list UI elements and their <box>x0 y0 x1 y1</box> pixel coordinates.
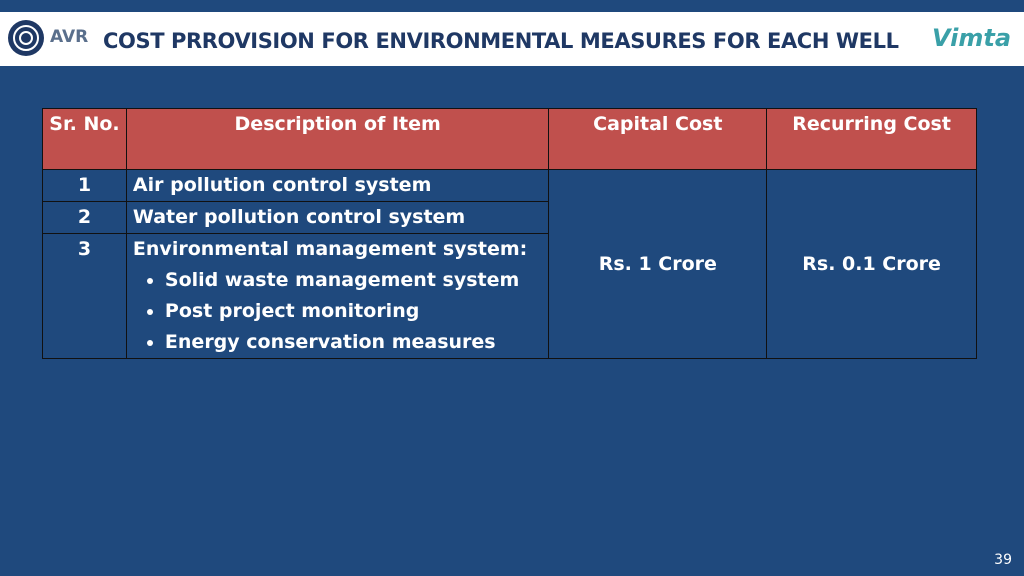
description: Water pollution control system <box>125 201 550 234</box>
description: Environmental management system: <box>132 238 528 260</box>
sr-no: 2 <box>42 201 127 234</box>
column-header: Description of Item <box>125 108 550 170</box>
column-header: Capital Cost <box>548 108 768 170</box>
logo-left: AVR <box>50 27 89 47</box>
description-cell: Environmental management system: Solid w… <box>125 233 550 359</box>
bullet: Post project monitoring <box>165 296 543 327</box>
bullet: Energy conservation measures <box>165 327 543 358</box>
sr-no: 3 <box>42 233 127 359</box>
recurring-cost: Rs. 0.1 Crore <box>766 169 977 359</box>
sr-no: 1 <box>42 169 127 202</box>
bullet: Solid waste management system <box>165 265 543 296</box>
logo-icon <box>8 20 44 56</box>
capital-cost: Rs. 1 Crore <box>548 169 768 359</box>
column-header: Recurring Cost <box>766 108 977 170</box>
page-number: 39 <box>994 552 1012 568</box>
header: AVR COST PRROVISION FOR ENVIRONMENTAL ME… <box>0 12 1024 66</box>
title: COST PRROVISION FOR ENVIRONMENTAL MEASUR… <box>103 29 899 53</box>
logo-right: Vimta <box>932 24 1012 52</box>
bullet-list: Solid waste management system Post proje… <box>133 265 543 358</box>
cost-table: Sr. No. Description of Item Capital Cost… <box>42 108 977 359</box>
column-header: Sr. No. <box>42 108 127 170</box>
description: Air pollution control system <box>125 169 550 202</box>
